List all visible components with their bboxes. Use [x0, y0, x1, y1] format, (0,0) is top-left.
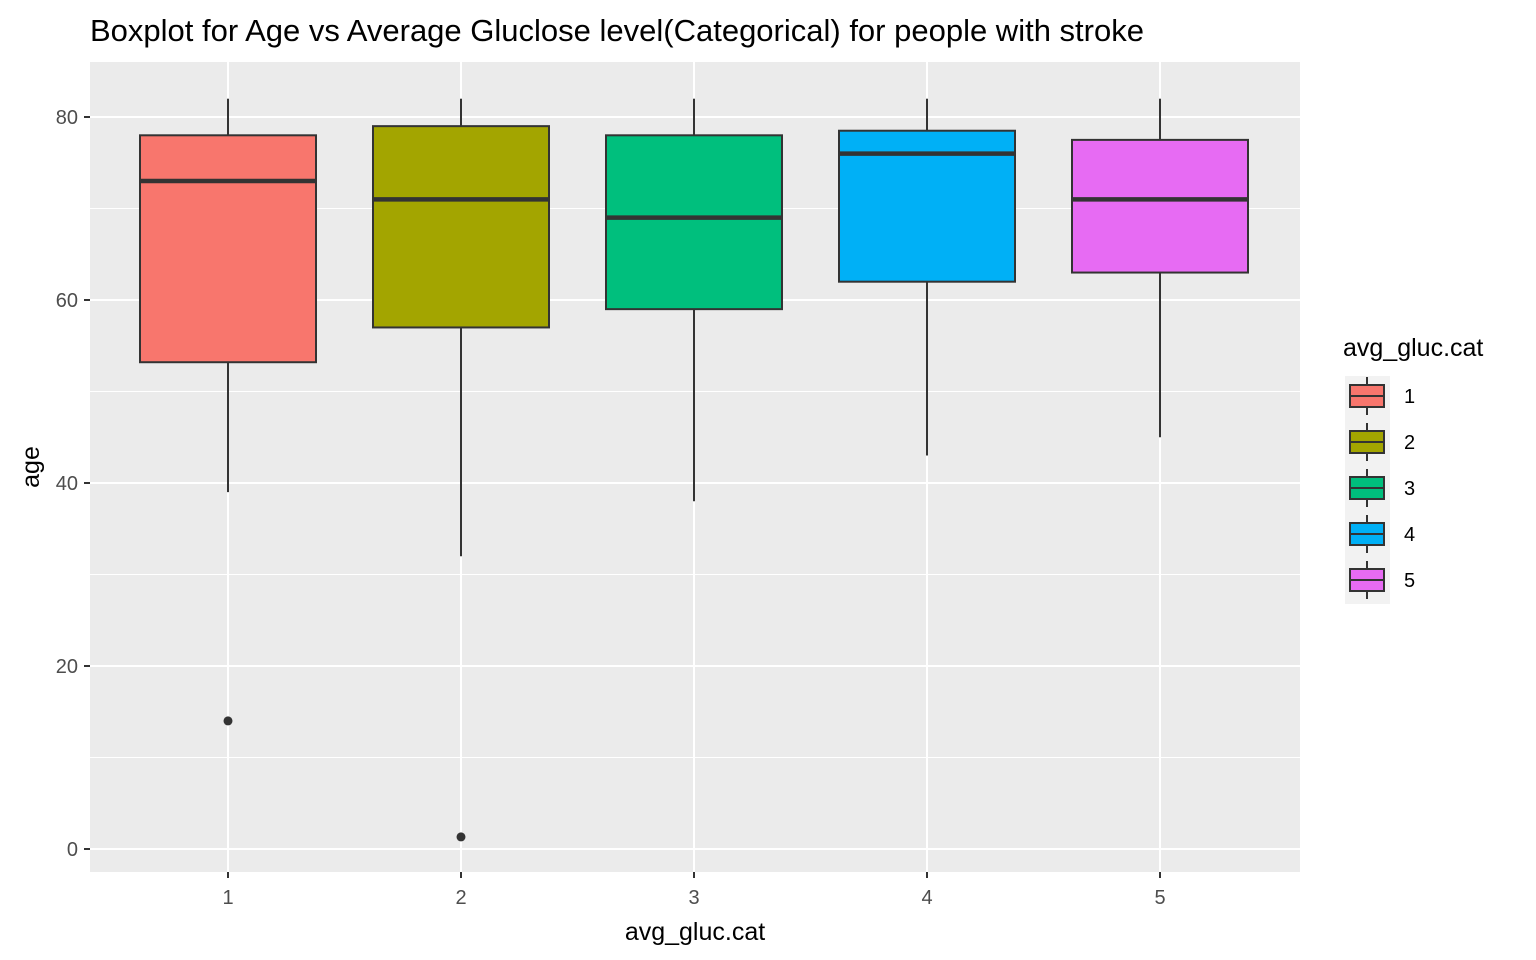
legend-label: 5 — [1404, 570, 1415, 592]
box — [139, 134, 317, 364]
outlier-point — [456, 832, 466, 842]
x-axis-title: avg_gluc.cat — [625, 918, 765, 946]
y-tick-label: 0 — [67, 839, 78, 861]
legend-item-4: 4 — [1349, 515, 1415, 553]
outlier-point — [223, 716, 233, 726]
x-axis: 1 2 3 4 5 — [222, 872, 1166, 909]
box — [1071, 138, 1249, 274]
box-group-4 — [838, 98, 1016, 456]
x-tick-label: 5 — [1154, 887, 1165, 909]
chart-title: Boxplot for Age vs Average Gluclose leve… — [90, 13, 1144, 48]
legend-label: 2 — [1404, 432, 1415, 454]
box-group-5 — [1071, 98, 1249, 438]
x-tick-label: 3 — [688, 887, 699, 909]
legend-item-3: 3 — [1349, 469, 1415, 507]
box-group-3 — [605, 98, 783, 502]
box-group-1 — [139, 98, 317, 726]
box — [372, 125, 550, 329]
x-tick-label: 4 — [921, 887, 932, 909]
box — [605, 134, 783, 311]
y-axis-title: age — [17, 446, 45, 488]
legend: avg_gluc.cat 1 2 3 4 5 — [1343, 334, 1483, 604]
legend-item-5: 5 — [1349, 561, 1415, 599]
y-tick-label: 20 — [56, 656, 78, 678]
legend-item-2: 2 — [1349, 423, 1415, 461]
legend-label: 1 — [1404, 386, 1415, 408]
box-group-2 — [372, 98, 550, 842]
legend-title: avg_gluc.cat — [1343, 334, 1483, 362]
legend-items: 1 2 3 4 5 — [1349, 377, 1415, 599]
legend-label: 4 — [1404, 524, 1415, 546]
y-axis: 0 20 40 60 80 — [56, 107, 90, 861]
x-tick-label: 2 — [455, 887, 466, 909]
y-tick-label: 80 — [56, 107, 78, 129]
y-tick-label: 60 — [56, 290, 78, 312]
box — [838, 129, 1016, 283]
boxes-layer — [139, 98, 1249, 842]
x-tick-label: 1 — [222, 887, 233, 909]
y-tick-label: 40 — [56, 473, 78, 495]
legend-item-1: 1 — [1349, 377, 1415, 415]
legend-label: 3 — [1404, 478, 1415, 500]
